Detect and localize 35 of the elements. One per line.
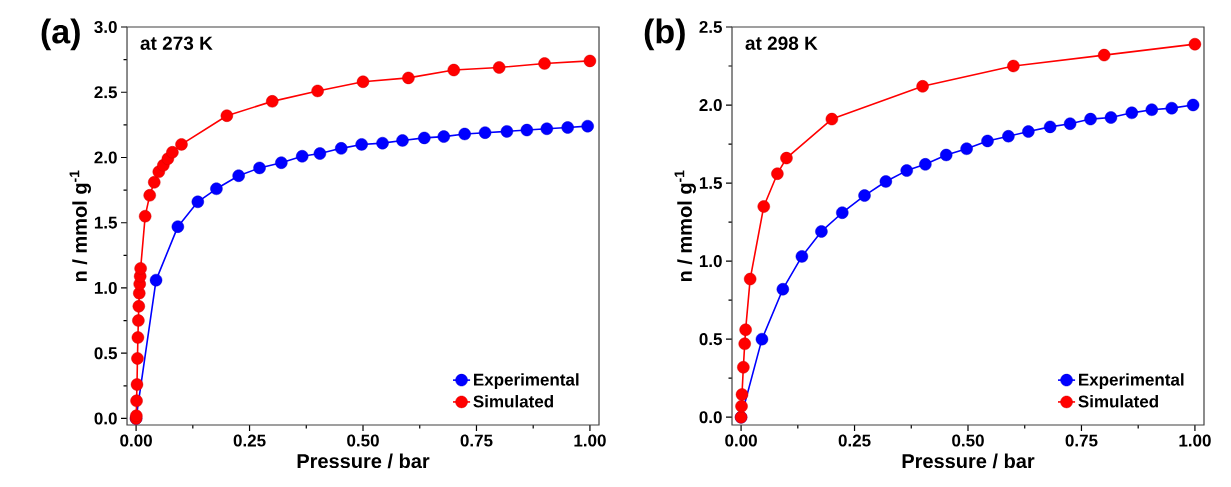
y-tick-label: 2.0 bbox=[94, 151, 117, 164]
y-tick-label: 1.0 bbox=[94, 281, 117, 294]
x-tick-label: 0.25 bbox=[838, 434, 871, 447]
y-tick-label: 1.5 bbox=[94, 216, 118, 229]
text: (b) bbox=[644, 18, 685, 51]
legend-label: Experimental bbox=[1079, 373, 1184, 390]
x-tick-label: 1.00 bbox=[574, 434, 606, 447]
y-tick-label: 0.5 bbox=[699, 333, 722, 346]
x-tick-label: 1.00 bbox=[1179, 434, 1211, 447]
y-axis-title: n / mmol g$^{-1}$ bbox=[69, 170, 91, 282]
x-axis-title: Pressure / bar bbox=[902, 453, 1035, 469]
y-tick-label: 1.0 bbox=[699, 255, 722, 268]
y-tick-label: 3.0 bbox=[94, 20, 117, 34]
x-tick-label: 0.75 bbox=[460, 434, 493, 447]
legend-label: Simulated bbox=[1078, 395, 1158, 408]
x-tick-label: 0.50 bbox=[347, 434, 379, 447]
y-tick-label: 1.5 bbox=[699, 177, 722, 190]
annotation: at 273 K bbox=[140, 36, 213, 50]
y-axis-title: n / mmol g$^{-1}$ bbox=[674, 170, 696, 282]
x-tick-label: 0.25 bbox=[233, 434, 266, 447]
y-tick-label: 2.5 bbox=[699, 20, 722, 34]
y-tick-label: 0.0 bbox=[699, 411, 722, 424]
y-tick-label: 0.0 bbox=[94, 412, 117, 425]
text: (a) bbox=[41, 18, 80, 51]
y-tick-label: 0.5 bbox=[94, 347, 118, 360]
x-tick-label: 0.50 bbox=[952, 434, 984, 447]
legend-label: Experimental bbox=[474, 373, 579, 390]
y-tick-label: 2.5 bbox=[94, 86, 118, 99]
annotation: at 298 K bbox=[745, 36, 818, 50]
x-tick-label: 0.00 bbox=[120, 434, 152, 447]
y-tick-label: 2.0 bbox=[699, 99, 722, 112]
legend-label: Simulated bbox=[473, 395, 554, 408]
x-tick-label: 0.00 bbox=[725, 434, 757, 447]
x-axis-title: Pressure / bar bbox=[297, 453, 430, 469]
x-tick-label: 0.75 bbox=[1065, 434, 1098, 447]
